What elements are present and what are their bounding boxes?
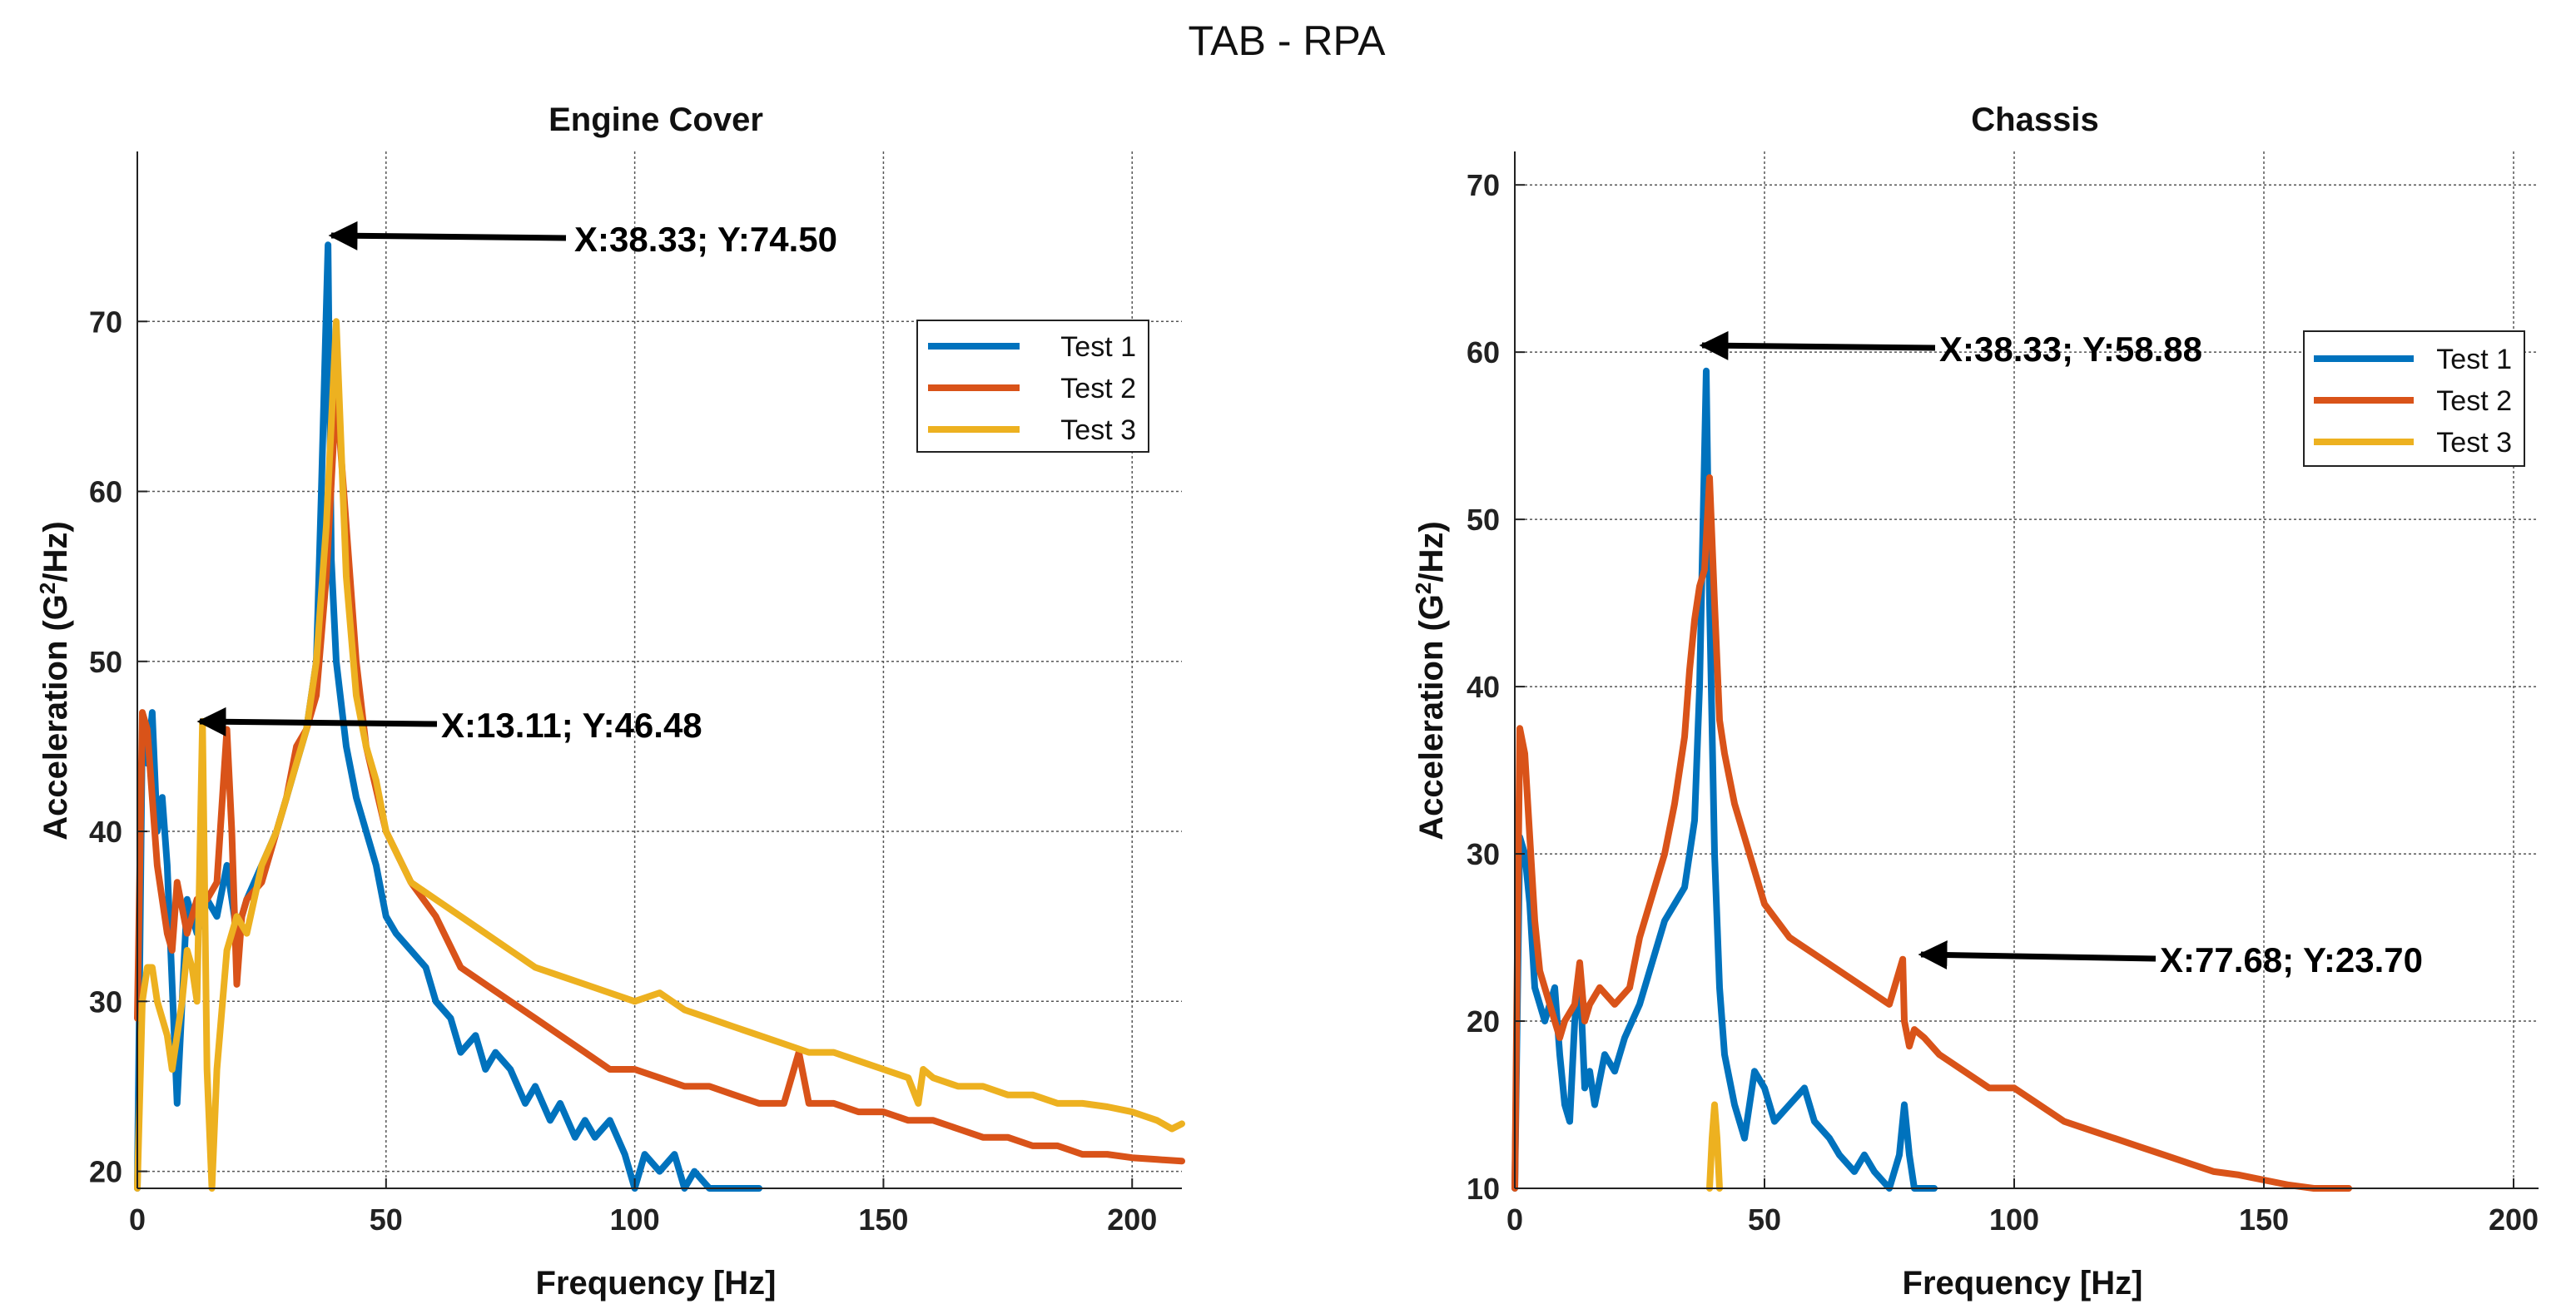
tick-labels: 0 50 100 150 200 20 30 40 50 60 70 (89, 305, 1157, 1237)
axes (1514, 151, 2539, 1189)
x-tick-label: 100 (610, 1202, 660, 1237)
axes (136, 151, 1182, 1189)
annotations: X:38.33; Y:74.50 X:13.11; Y:46.48 (196, 220, 837, 745)
x-tick-label: 100 (1989, 1202, 2039, 1237)
legend-label-test-1: Test 1 (2436, 344, 2512, 375)
y-tick-label: 30 (1467, 837, 1500, 871)
x-tick-label: 200 (2489, 1202, 2539, 1237)
x-tick-label: 50 (370, 1202, 403, 1237)
annotations: X:38.33; Y:58.88 X:77.68; Y:23.70 (1699, 330, 2423, 979)
y-tick-label: 40 (1467, 670, 1500, 704)
x-tick-label: 150 (858, 1202, 908, 1237)
series-line-test-1 (1511, 367, 1938, 1192)
x-tick-label: 150 (2239, 1202, 2289, 1237)
plot-title: Chassis (1971, 102, 2098, 138)
y-tick-label: 40 (89, 815, 122, 849)
series-group (134, 241, 1185, 1192)
y-tick-label: 50 (89, 645, 122, 679)
legend: Test 1 Test 2 Test 3 (2303, 330, 2525, 467)
legend-label-test-2: Test 2 (2436, 385, 2512, 417)
series-line-test-3 (134, 318, 1185, 1192)
annotation-label: X:77.68; Y:23.70 (2160, 940, 2423, 979)
legend-label-test-1: Test 1 (1060, 331, 1136, 363)
y-axis-label-main: Acceleration (G (37, 594, 74, 840)
y-tick-label: 70 (89, 305, 122, 339)
x-tick-label: 0 (129, 1202, 146, 1237)
x-axis-label: Frequency [Hz] (536, 1265, 777, 1302)
legend: Test 1 Test 2 Test 3 (916, 320, 1149, 453)
y-axis-label: Acceleration (G2/Hz) (1411, 521, 1450, 840)
grid (1515, 151, 2539, 1189)
series-line-test-3 (1706, 1101, 1723, 1192)
plot-title: Engine Cover (548, 102, 763, 138)
y-tick-label: 60 (89, 475, 122, 509)
annotation-label: X:13.11; Y:46.48 (441, 706, 702, 745)
series-group (1511, 367, 2352, 1192)
y-tick-label: 50 (1467, 503, 1500, 537)
y-tick-label: 20 (89, 1155, 122, 1189)
x-axis-label: Frequency [Hz] (1903, 1265, 2143, 1302)
y-axis-label-tail: /Hz) (37, 521, 74, 582)
x-tick-label: 0 (1506, 1202, 1523, 1237)
chassis-plot: Chassis 0 50 100 150 200 10 20 30 40 50 60 70 Frequ… (1411, 102, 2539, 1302)
series-line-test-1 (134, 241, 762, 1192)
grid (137, 151, 1182, 1188)
y-tick-label: 70 (1467, 168, 1500, 202)
y-axis-label-tail: /Hz) (1413, 521, 1450, 582)
engine-cover-plot: Engine Cover 0 50 100 150 200 20 30 40 50 60 70 Fr… (35, 102, 1185, 1302)
annotation-arrow (1918, 940, 2157, 970)
legend-label-test-2: Test 2 (1060, 373, 1136, 404)
legend-label-test-3: Test 3 (2436, 427, 2512, 459)
annotation-label: X:38.33; Y:74.50 (574, 220, 837, 259)
x-tick-label: 200 (1107, 1202, 1157, 1237)
annotation-label: X:38.33; Y:58.88 (1939, 330, 2202, 369)
y-tick-label: 20 (1467, 1004, 1500, 1039)
tick-labels: 0 50 100 150 200 10 20 30 40 50 60 70 (1467, 168, 2539, 1237)
y-axis-label-main: Acceleration (G (1413, 594, 1450, 840)
y-axis-label-superscript: 2 (1411, 583, 1436, 594)
annotation-arrow (1699, 330, 1936, 360)
series-line-test-2 (1511, 474, 2352, 1192)
annotation-arrow (196, 707, 438, 736)
y-tick-label: 10 (1467, 1172, 1500, 1206)
legend-label-test-3: Test 3 (1060, 414, 1136, 446)
y-axis-label-superscript: 2 (35, 583, 60, 594)
figure-title: TAB - RPA (1188, 17, 1386, 64)
y-tick-label: 30 (89, 984, 122, 1019)
y-tick-label: 60 (1467, 335, 1500, 369)
annotation-arrow (328, 221, 567, 250)
x-tick-label: 50 (1748, 1202, 1781, 1237)
y-axis-label: Acceleration (G2/Hz) (35, 521, 74, 840)
